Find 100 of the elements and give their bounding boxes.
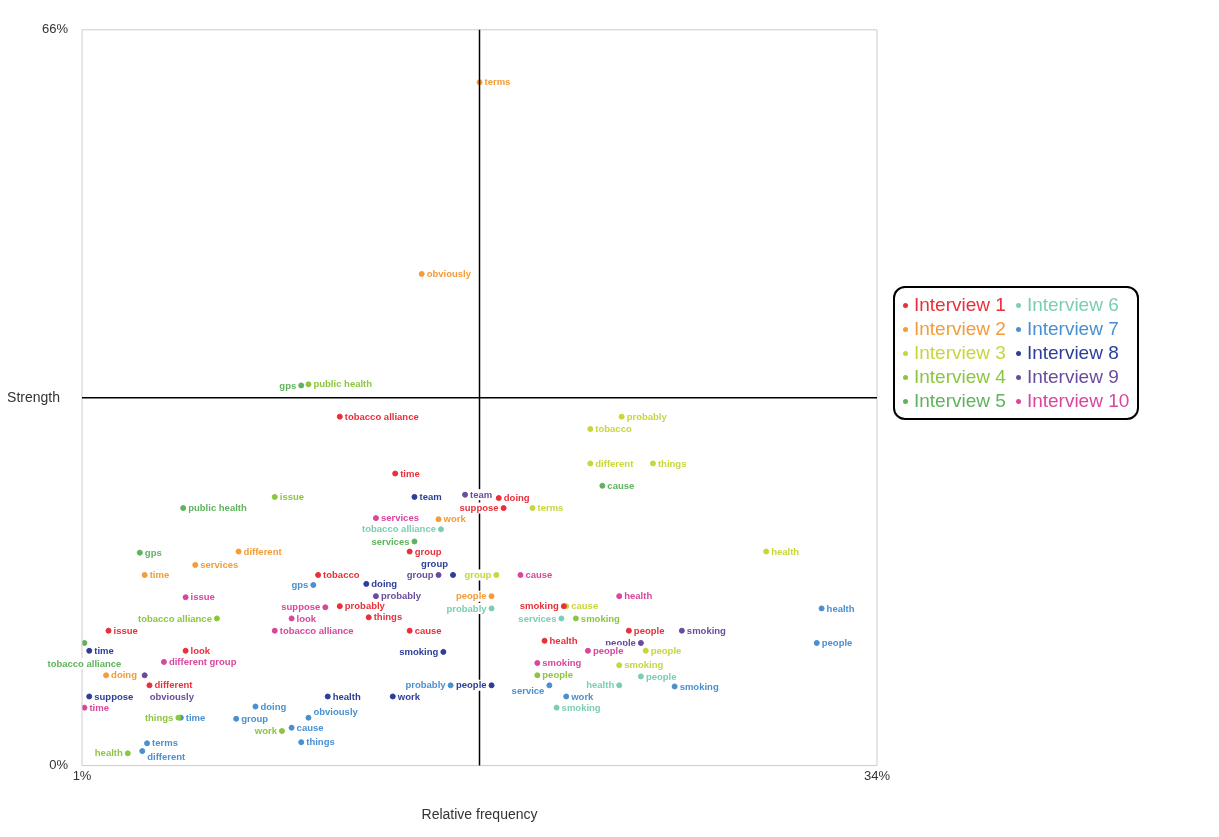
data-label: different (243, 545, 283, 557)
data-label: people (592, 644, 624, 656)
x-tick-label: 1% (72, 767, 92, 783)
data-label: work (253, 725, 278, 737)
data-label: group (464, 569, 492, 581)
data-label: different (147, 750, 187, 762)
data-label: time (149, 569, 170, 581)
data-label: team (470, 488, 493, 500)
data-label: health (624, 590, 653, 602)
data-label: issue (190, 591, 215, 603)
data-label: work (442, 513, 467, 525)
data-label: people (821, 637, 853, 649)
data-label: service (511, 684, 545, 696)
legend-label: Interview 1 (914, 294, 1006, 316)
data-label: smoking (519, 600, 560, 612)
data-label: cause (296, 721, 324, 733)
data-label: tobacco alliance (138, 612, 212, 624)
y-tick-label: 66% (41, 21, 69, 37)
data-label: tobacco (595, 423, 632, 435)
data-label: cause (525, 569, 553, 581)
data-label: services (200, 559, 239, 571)
data-label: cause (414, 624, 442, 636)
data-label: group (414, 545, 442, 557)
data-label: tobacco alliance (279, 624, 354, 636)
data-label: group (421, 558, 449, 570)
data-label: smoking (580, 612, 621, 624)
data-label: different group (168, 656, 237, 668)
data-label: gps (144, 546, 162, 558)
data-label: cause (571, 600, 599, 612)
data-label: public health (313, 378, 373, 390)
data-label: terms (537, 502, 564, 514)
data-label: group (406, 569, 434, 581)
data-label: people (633, 624, 665, 636)
legend-label: Interview 9 (1026, 366, 1119, 388)
data-label: probably (626, 410, 668, 422)
data-label: terms (484, 76, 511, 88)
data-label: smoking (624, 659, 664, 671)
data-label: suppose (281, 601, 321, 613)
data-label: health (586, 679, 615, 691)
y-axis-title: Strength (7, 388, 61, 405)
data-label: gps (291, 579, 309, 591)
data-label: services (380, 512, 419, 524)
x-tick-label: 34% (863, 767, 891, 783)
data-label: issue (113, 624, 138, 636)
legend-label: Interview 10 (1026, 390, 1130, 412)
data-label: health (771, 545, 800, 557)
data-label: smoking (399, 646, 439, 658)
data-label: different (154, 679, 194, 691)
data-label: smoking (561, 701, 601, 713)
data-label: team (419, 491, 442, 503)
y-tick-label: 0% (49, 757, 69, 773)
data-label: things (144, 711, 174, 723)
data-label: look (190, 644, 211, 656)
legend-label: Interview 6 (1026, 294, 1119, 316)
data-label: work (570, 690, 595, 702)
legend-label: Interview 2 (914, 318, 1006, 340)
data-label: smoking (542, 657, 582, 669)
data-label: suppose (94, 690, 134, 702)
data-label: people (455, 679, 487, 691)
data-label: time (89, 701, 109, 713)
data-label: doing (260, 700, 287, 712)
data-label: health (94, 747, 123, 759)
data-label: health (549, 634, 578, 646)
legend-label: Interview 3 (914, 342, 1006, 364)
data-label: time (94, 644, 114, 656)
legend-label: Interview 8 (1026, 342, 1119, 364)
data-label: people (455, 590, 487, 602)
data-label: gps (279, 379, 297, 391)
data-label: probably (344, 600, 386, 612)
data-label: things (306, 736, 335, 748)
data-label: doing (371, 578, 398, 589)
data-label: probably (380, 590, 422, 602)
data-label: probably (446, 602, 488, 614)
data-label: tobacco alliance (362, 523, 436, 535)
data-label: time (400, 467, 420, 479)
legend-label: Interview 5 (914, 390, 1006, 412)
data-label: suppose (459, 502, 499, 514)
data-label: services (518, 612, 557, 624)
data-label: terms (152, 737, 178, 749)
data-label: things (657, 457, 687, 469)
data-label: health (826, 602, 855, 614)
data-label: people (650, 644, 682, 656)
data-label: probably (405, 679, 447, 691)
data-label: obviously (426, 268, 472, 280)
data-label: tobacco (323, 569, 360, 581)
data-label: doing (111, 669, 138, 681)
data-label: cause (607, 479, 635, 491)
data-label: public health (188, 502, 247, 514)
data-label: health (332, 690, 361, 702)
x-axis-title: Relative frequency (421, 806, 538, 823)
data-label: people (645, 670, 677, 682)
data-label: time (185, 711, 206, 723)
legend-label: Interview 7 (1026, 318, 1119, 340)
data-label: smoking (686, 624, 727, 636)
data-label: group (241, 712, 269, 724)
data-label: obviously (313, 706, 359, 718)
data-label: things (373, 611, 403, 623)
data-label: look (296, 612, 317, 624)
data-label: tobacco alliance (344, 410, 419, 422)
data-label: work (396, 690, 421, 702)
